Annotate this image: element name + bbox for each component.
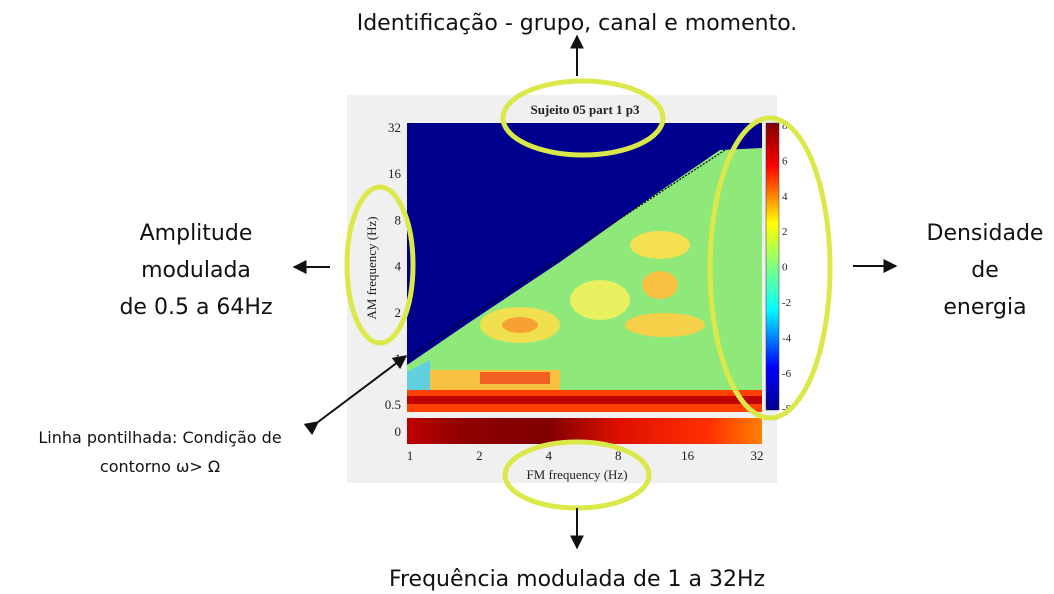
- colorbar-tick-label: 8: [782, 120, 788, 132]
- annotation: Frequência modulada de 1 a 32Hz: [389, 567, 765, 592]
- annotation: energia: [943, 295, 1026, 320]
- x-tick-label: 2: [476, 448, 483, 463]
- annotation: Identificação - grupo, canal e momento.: [357, 11, 798, 36]
- x-tick-label: 4: [546, 448, 553, 463]
- x-tick-label: 1: [407, 448, 414, 463]
- figure-title: Sujeito 05 part 1 p3: [530, 102, 640, 117]
- annotation: Densidade: [927, 221, 1044, 246]
- highlight: [344, 184, 416, 346]
- arrow: [303, 355, 408, 436]
- y-tick-label: 4: [395, 259, 402, 274]
- y-label: AM frequency (Hz): [364, 216, 379, 319]
- annotation: de: [971, 258, 999, 283]
- x-tick-label: 16: [681, 448, 695, 463]
- x-tick-label: 32: [751, 448, 764, 463]
- annotation: de 0.5 a 64Hz: [119, 295, 272, 320]
- annotation: modulada: [141, 258, 251, 283]
- highlight: [707, 115, 833, 421]
- colorbar-tick-label: 2: [782, 226, 788, 238]
- strip-tick: 0: [395, 424, 402, 439]
- annotation: Amplitude: [140, 221, 253, 246]
- y-tick-label: 32: [388, 120, 401, 135]
- y-tick-label: 2: [395, 305, 402, 320]
- y-tick-label: 0.5: [385, 397, 401, 412]
- heatmap: [406, 122, 780, 444]
- y-tick-label: 8: [395, 212, 402, 227]
- colorbar-tick-label: -6: [782, 368, 792, 380]
- colorbar-tick-label: -2: [782, 297, 791, 309]
- x-label: FM frequency (Hz): [526, 467, 627, 482]
- colorbar-tick-label: 6: [782, 155, 788, 167]
- colorbar-tick-label: -4: [782, 332, 792, 344]
- x-tick-label: 8: [615, 448, 622, 463]
- y-tick-label: 16: [388, 166, 402, 181]
- highlight: [500, 78, 666, 158]
- colorbar-tick-label: 4: [782, 191, 788, 203]
- annotation: contorno ω> Ω: [100, 457, 220, 476]
- colorbar-tick-label: 0: [782, 262, 788, 274]
- annotation: Linha pontilhada: Condição de: [38, 428, 281, 447]
